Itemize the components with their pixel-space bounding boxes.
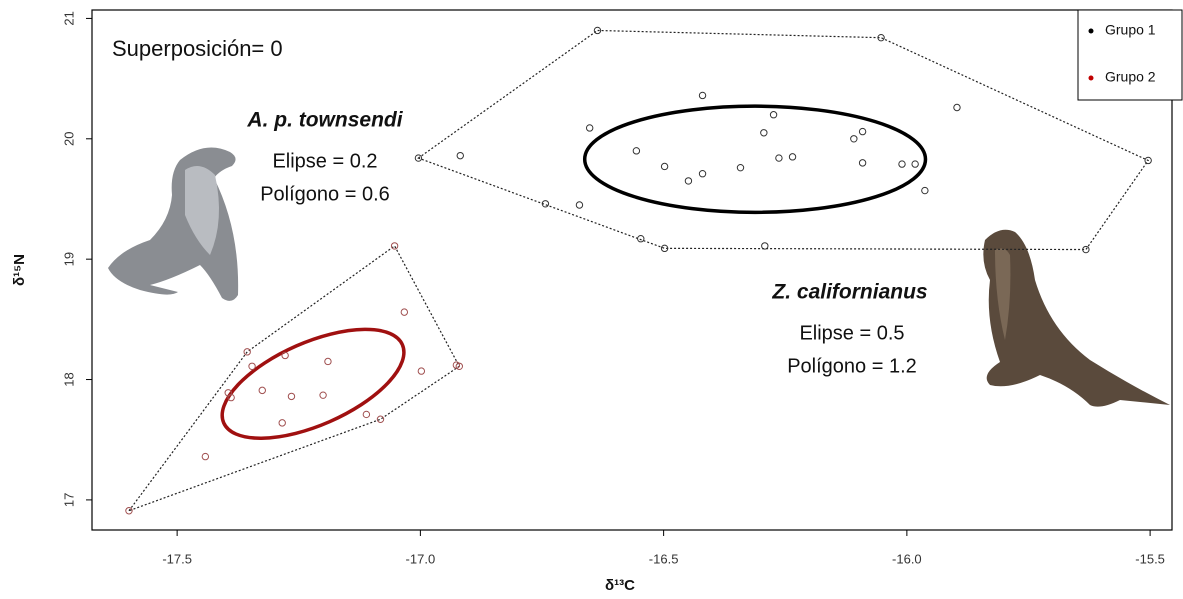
point: [248, 362, 256, 370]
annotation: A. p. townsendi: [246, 109, 403, 132]
point: [637, 235, 645, 243]
point: [684, 177, 693, 185]
legend: Grupo 1 Grupo 2: [1077, 9, 1183, 101]
x-tick-label: -15.5: [1135, 551, 1165, 566]
annotation: Elipse = 0.2: [272, 150, 377, 172]
legend-box: [1077, 9, 1183, 101]
plot-frame: [91, 9, 1173, 531]
y-tick-label: 21: [61, 11, 76, 25]
y-tick-label: 17: [61, 493, 76, 507]
point: [456, 151, 464, 160]
legend-label: Grupo 2: [1105, 69, 1156, 85]
point: [575, 201, 584, 209]
point: [455, 362, 463, 370]
point: [788, 153, 797, 161]
point: [858, 127, 867, 136]
point: [698, 91, 707, 100]
sea-lion-illustration-left: [108, 147, 239, 301]
point: [1082, 245, 1090, 254]
standard-ellipse: [220, 327, 406, 440]
point: [1144, 156, 1152, 165]
annotation: Z. californianus: [771, 281, 927, 304]
y-tick-label: 19: [61, 252, 76, 266]
standard-ellipse: [582, 104, 928, 215]
point: [417, 367, 426, 375]
point: [541, 200, 550, 208]
point: [850, 135, 858, 143]
point: [698, 170, 707, 178]
x-tick-label: -16.0: [892, 551, 922, 566]
point: [319, 391, 327, 399]
point: [898, 160, 906, 168]
point: [287, 392, 296, 401]
point: [125, 507, 133, 515]
point: [201, 452, 210, 461]
point: [736, 163, 745, 172]
point: [390, 242, 399, 250]
point: [593, 26, 602, 35]
annotation: Elipse = 0.5: [799, 322, 904, 344]
y-tick-label: 20: [61, 132, 76, 146]
point: [660, 244, 669, 253]
point: [921, 186, 929, 195]
point: [760, 129, 768, 137]
x-tick-label: -16.5: [649, 551, 679, 566]
point: [362, 410, 371, 419]
x-axis-title: δ¹³C: [605, 577, 635, 594]
point: [400, 308, 409, 316]
point: [953, 103, 961, 112]
sea-lion-illustration-right: [983, 229, 1170, 407]
point: [414, 154, 423, 162]
point: [324, 357, 332, 366]
annotation: Polígono = 0.6: [260, 183, 390, 205]
point: [775, 154, 783, 162]
legend-marker: [1088, 75, 1094, 81]
point: [376, 415, 385, 423]
point: [243, 348, 251, 356]
y-axis-title: δ¹⁵N: [11, 254, 28, 286]
convex-hull: [127, 245, 461, 512]
point: [660, 162, 669, 171]
point: [761, 242, 769, 250]
point: [585, 124, 594, 132]
legend-marker: [1088, 28, 1094, 34]
point: [858, 159, 867, 167]
point: [227, 393, 235, 402]
point: [258, 386, 266, 395]
x-tick-label: -17.0: [406, 551, 436, 566]
point: [877, 33, 885, 42]
point: [278, 419, 286, 427]
point: [281, 351, 289, 360]
annotation: Superposición= 0: [112, 36, 283, 61]
y-tick-label: 18: [61, 372, 76, 386]
point: [911, 160, 919, 168]
convex-hull: [417, 29, 1150, 251]
x-tick-label: -17.5: [162, 551, 192, 566]
point: [632, 147, 641, 155]
point: [769, 111, 778, 119]
annotation: Polígono = 1.2: [787, 355, 917, 377]
legend-label: Grupo 1: [1105, 22, 1156, 38]
